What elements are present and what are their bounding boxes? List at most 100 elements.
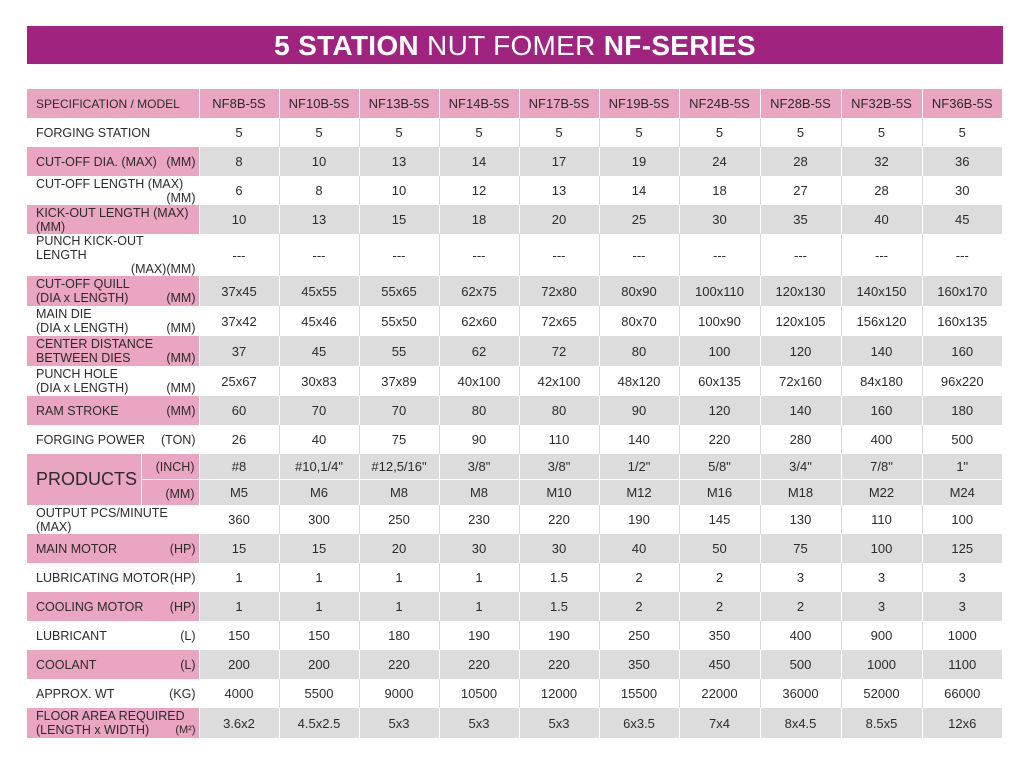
cell-value: 20 — [358, 534, 439, 563]
cell-value: 200 — [278, 650, 359, 679]
cell-value: 20 — [518, 205, 599, 234]
spec-row-lubricant: LUBRICANT (L) 150 150 180 190 190 250 350 400 900 1… — [27, 621, 1002, 650]
label-text: APPROX. WT — [36, 686, 115, 701]
cell-value: 200 — [198, 650, 279, 679]
cell-value: 2 — [678, 563, 760, 592]
cell-value: 12x6 — [921, 708, 1002, 738]
row-label-line2: BETWEEN DIES (MM) — [36, 351, 196, 365]
cell-value: --- — [840, 234, 922, 276]
cell-value: 4000 — [198, 679, 279, 708]
cell-value: 100x110 — [678, 276, 760, 306]
cell-value: M16 — [678, 478, 760, 505]
cell-value: --- — [518, 234, 599, 276]
cell-value: 15 — [358, 205, 439, 234]
products-unit-divider — [141, 454, 142, 505]
cell-value: 15500 — [598, 679, 679, 708]
label-text-2: (DIA x LENGTH) — [36, 291, 129, 305]
cell-value: 55x65 — [358, 276, 439, 306]
cell-value: 160 — [840, 396, 922, 425]
cell-value: 160x170 — [921, 276, 1002, 306]
page-title: 5 STATION NUT FOMER NF-SERIES — [27, 26, 1003, 64]
cell-value: 500 — [759, 650, 841, 679]
cell-value: 27 — [759, 176, 841, 205]
cell-value: 150 — [278, 621, 359, 650]
cell-value: 140 — [840, 336, 922, 366]
cell-value: 5 — [678, 118, 760, 147]
spec-row-main-motor: MAIN MOTOR (HP) 15 15 20 30 30 40 50 75 100 125 — [27, 534, 1002, 563]
cell-value: 30 — [438, 534, 519, 563]
row-label: APPROX. WT (KG) — [27, 679, 200, 708]
cell-value: 52000 — [840, 679, 922, 708]
cell-value: #12,5/16" — [358, 454, 439, 479]
unit-text: (MM) — [166, 321, 196, 335]
cell-value: 5/8" — [678, 454, 760, 479]
model-name: NF8B-5S — [198, 89, 279, 118]
cell-value: 1100 — [921, 650, 1002, 679]
cell-value: 400 — [840, 425, 922, 454]
label-text: MAIN MOTOR — [36, 541, 118, 556]
label-text: OUTPUT PCS/MINUTE (MAX) — [36, 505, 168, 534]
spec-row-approx-wt: APPROX. WT (KG) 4000 5500 9000 10500 12000 1550… — [27, 679, 1002, 708]
label-text: FORGING STATION — [36, 125, 151, 140]
cell-value: 13 — [358, 147, 439, 176]
cell-value: 1 — [438, 592, 519, 621]
row-label: PUNCH HOLE (DIA x LENGTH) (MM) — [27, 366, 200, 396]
cell-value: 75 — [358, 425, 439, 454]
row-label: MAIN DIE (DIA x LENGTH) (MM) — [27, 306, 200, 336]
cell-value: 45 — [921, 205, 1002, 234]
cell-value: 12 — [438, 176, 519, 205]
cell-value: 220 — [438, 650, 519, 679]
products-mm-row: M5 M6 M8 M8 M10 M12 M16 M18 M22 M24 — [27, 478, 1002, 505]
cell-value: 72x80 — [518, 276, 599, 306]
cell-value: 30 — [518, 534, 599, 563]
cell-value: 500 — [921, 425, 1002, 454]
cell-value: 1 — [198, 592, 279, 621]
cell-value: 15 — [278, 534, 359, 563]
cell-value: M24 — [921, 478, 1002, 505]
row-label: FORGING POWER (TON) — [27, 425, 200, 454]
cell-value: #8 — [198, 454, 279, 479]
spec-row-main-die: MAIN DIE (DIA x LENGTH) (MM) 37x42 45x46 55x5… — [27, 306, 1002, 336]
cell-value: M8 — [438, 478, 519, 505]
cell-value: 40x100 — [438, 366, 519, 396]
title-part2: NUT FOMER — [427, 30, 596, 61]
cell-value: 66000 — [921, 679, 1002, 708]
cell-value: 30x83 — [278, 366, 359, 396]
row-label: LUBRICATING MOTOR (HP) — [27, 563, 200, 592]
cell-value: 8x4.5 — [759, 708, 841, 738]
row-label-line: LUBRICANT (L) — [36, 629, 196, 643]
row-label-line: CUT-OFF DIA. (MAX) (MM) — [36, 155, 196, 169]
row-label-line: RAM STROKE (MM) — [36, 404, 196, 418]
products-mm-unit: (MM) — [165, 487, 195, 501]
cell-value: 190 — [518, 621, 599, 650]
cell-value: 35 — [759, 205, 841, 234]
unit-text: (M²) — [175, 724, 196, 736]
cell-value: M5 — [198, 478, 279, 505]
cell-value: 40 — [598, 534, 679, 563]
row-label-line2: (MM) — [36, 191, 195, 205]
label-text-2: BETWEEN DIES — [36, 351, 131, 365]
cell-value: 1000 — [921, 621, 1002, 650]
cell-value: --- — [278, 234, 359, 276]
cell-value: 40 — [840, 205, 922, 234]
cell-value: 3 — [921, 592, 1002, 621]
model-name: NF24B-5S — [678, 89, 760, 118]
cell-value: 37x89 — [358, 366, 439, 396]
row-label: FORGING STATION — [27, 118, 200, 147]
spec-row-forging-power: FORGING POWER (TON) 26 40 75 90 110 140 220 280 40… — [27, 425, 1002, 454]
unit-text: (HP) — [169, 570, 196, 585]
cell-value: M10 — [518, 478, 599, 505]
row-label: FLOOR AREA REQUIRED (LENGTH x WIDTH) (M²) — [27, 708, 200, 738]
row-label-line2: (LENGTH x WIDTH) (M²) — [36, 723, 196, 737]
cell-value: 8 — [198, 147, 279, 176]
cell-value: 300 — [278, 505, 359, 534]
label-text-2: (DIA x LENGTH) — [36, 321, 129, 335]
cell-value: 120 — [759, 336, 841, 366]
label-text: CENTER DISTANCE — [36, 337, 154, 351]
cell-value: 100x90 — [678, 306, 760, 336]
cell-value: 5500 — [278, 679, 359, 708]
cell-value: 42x100 — [518, 366, 599, 396]
cell-value: 1" — [921, 454, 1002, 479]
cell-value: 36000 — [759, 679, 841, 708]
cell-value: 190 — [438, 621, 519, 650]
